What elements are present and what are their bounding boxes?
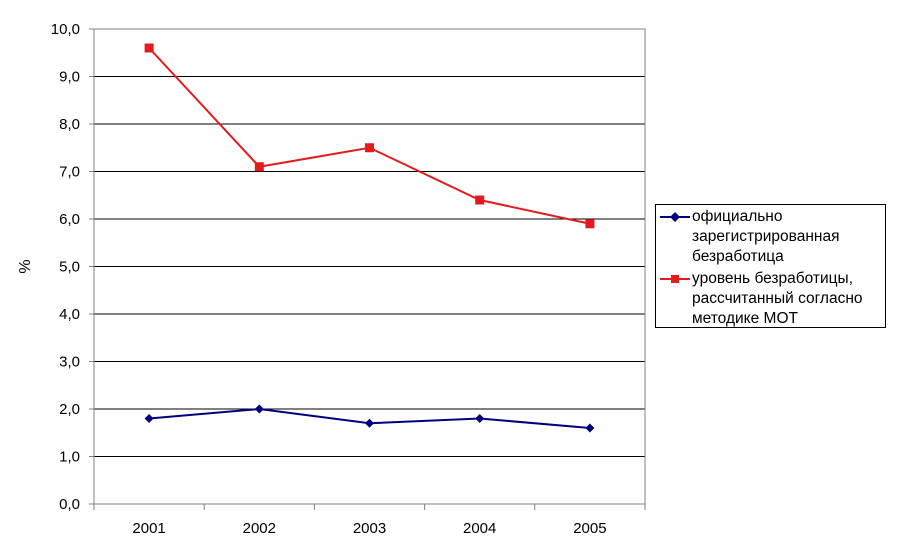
- legend-key-diamond: [660, 212, 690, 222]
- x-tick-label: 2003: [353, 520, 386, 537]
- y-axis-label: %: [17, 259, 34, 273]
- data-point-square: [254, 162, 264, 172]
- series-line: [148, 47, 591, 225]
- y-tick-label: 2,0: [59, 401, 80, 418]
- legend-label-line: зарегистрированная: [692, 228, 840, 245]
- series-1: [144, 404, 595, 433]
- legend-label-line: методике МОТ: [692, 310, 798, 327]
- y-tick-label: 4,0: [59, 306, 80, 323]
- series-group: [144, 43, 595, 433]
- x-tick-label: 2002: [243, 520, 276, 537]
- data-point-diamond: [585, 423, 595, 433]
- data-point-square: [475, 195, 485, 205]
- x-tick-label: 2001: [132, 520, 165, 537]
- data-point-square: [144, 43, 154, 53]
- y-tick-label: 6,0: [59, 211, 80, 228]
- x-tick-label: 2004: [463, 520, 496, 537]
- data-point-diamond: [365, 418, 374, 428]
- y-tick-label: 9,0: [59, 69, 80, 86]
- y-tick-label: 0,0: [59, 496, 80, 513]
- data-point-diamond: [254, 404, 264, 414]
- data-point-diamond: [144, 414, 154, 423]
- y-tick-label: 1,0: [59, 449, 80, 466]
- axes: [89, 28, 646, 510]
- legend-label-line: официально: [692, 208, 783, 225]
- legend-label-ilo: уровень безработицы, рассчитанный соглас…: [692, 269, 884, 329]
- legend: официально зарегистрированная безработиц…: [655, 204, 886, 328]
- data-point-square: [585, 219, 595, 229]
- legend-label-official: официально зарегистрированная безработиц…: [692, 207, 884, 267]
- y-tick-label: 8,0: [59, 116, 80, 133]
- x-tick-labels: 2001 2002 2003 2004 2005: [132, 520, 606, 537]
- x-tick-label: 2005: [573, 520, 606, 537]
- gridlines: [94, 28, 645, 457]
- data-point-diamond: [475, 414, 485, 423]
- legend-label-line: уровень безработицы,: [692, 270, 854, 287]
- legend-label-line: рассчитанный согласно: [692, 290, 863, 307]
- y-tick-label: 10,0: [51, 21, 80, 38]
- y-tick-label: 3,0: [59, 354, 80, 371]
- series-2: [144, 43, 595, 229]
- legend-label-line: безработица: [692, 248, 784, 265]
- data-point-square: [365, 143, 374, 153]
- legend-key-square: [660, 275, 690, 283]
- y-tick-label: 5,0: [59, 259, 80, 276]
- y-tick-labels: 0,0 1,0 2,0 3,0 4,0 5,0 6,0 7,0 8,0 9,0 10,0: [51, 21, 80, 513]
- y-tick-label: 7,0: [59, 164, 80, 181]
